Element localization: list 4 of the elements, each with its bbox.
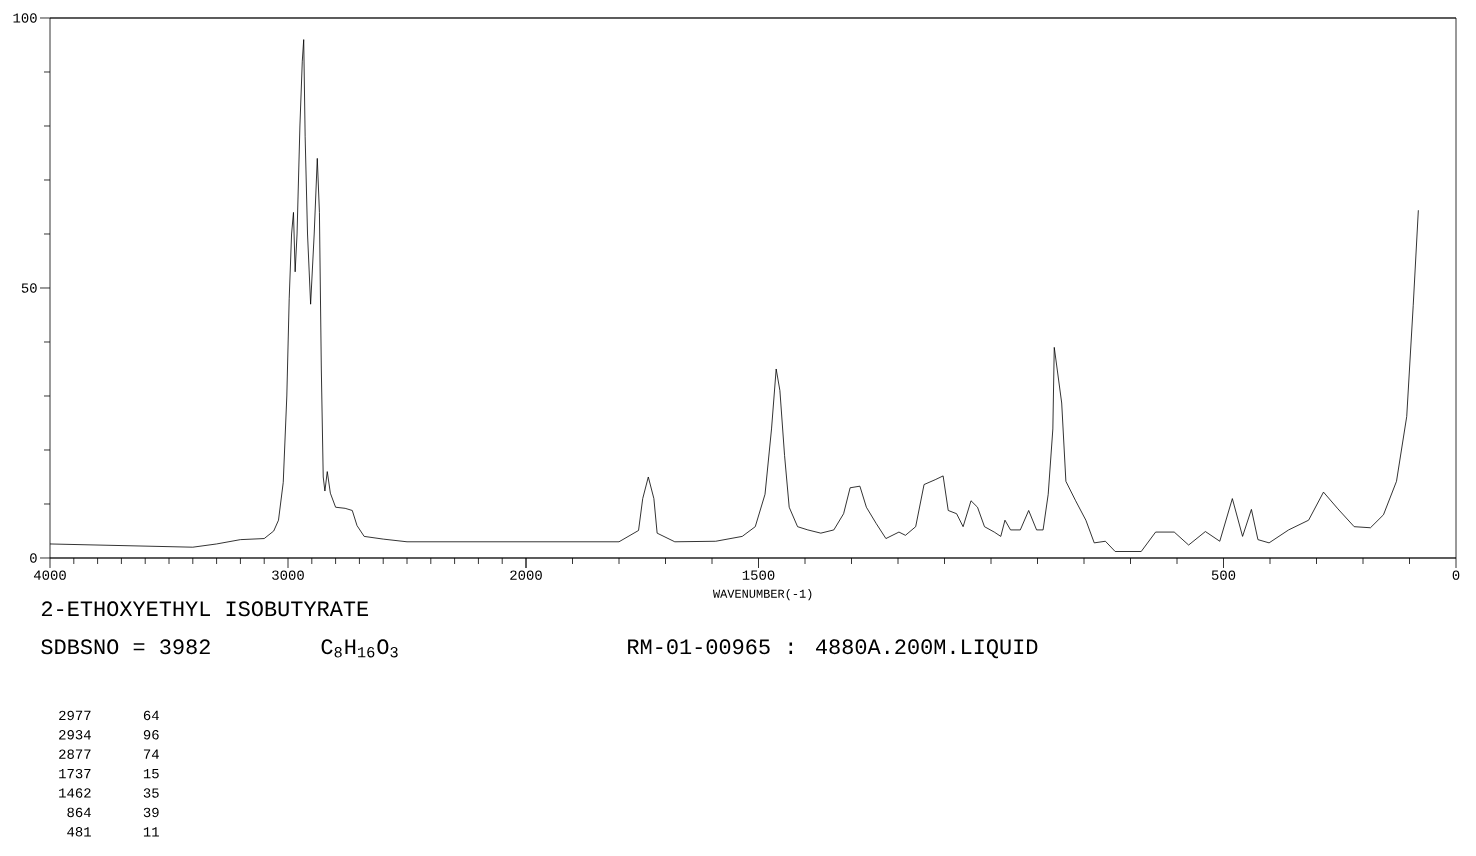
text: C$_{8}$H$_{16}$O$_{3}$ xyxy=(321,639,398,658)
text: RM-01-00965 : 4880A.200M.LIQUID xyxy=(628,639,1038,659)
text: 2-ETHOXYETHYL ISOBUTYRATE xyxy=(41,601,369,617)
text: SDBSNO = 3982 xyxy=(41,639,210,655)
